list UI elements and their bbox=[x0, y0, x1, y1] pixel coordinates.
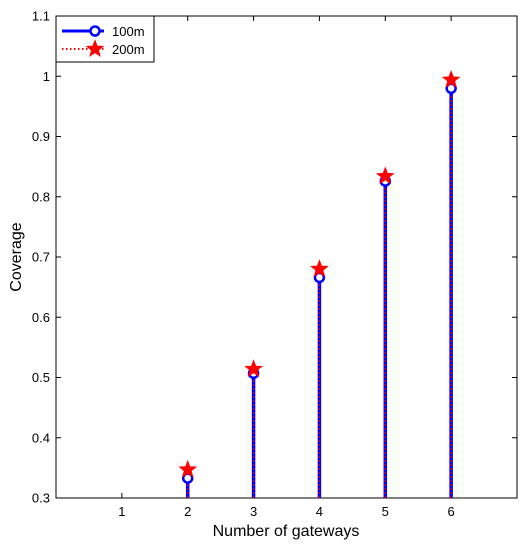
y-tick-label: 0.7 bbox=[32, 250, 50, 265]
x-axis-title: Number of gateways bbox=[213, 523, 360, 540]
y-tick-label: 0.6 bbox=[32, 310, 50, 325]
y-tick-label: 0.8 bbox=[32, 189, 50, 204]
y-tick-label: 0.4 bbox=[32, 430, 50, 445]
legend: 100m 200m bbox=[55, 15, 155, 63]
marker-200m bbox=[178, 459, 198, 478]
x-tick-label: 1 bbox=[118, 504, 125, 519]
y-tick-label: 1.1 bbox=[32, 9, 50, 24]
y-tick-label: 1 bbox=[43, 69, 50, 84]
x-tick-label: 2 bbox=[184, 504, 191, 519]
x-tick-label: 3 bbox=[250, 504, 257, 519]
marker-200m bbox=[375, 166, 395, 185]
legend-marker-200m bbox=[85, 39, 105, 57]
marker-200m bbox=[310, 259, 329, 278]
plot-area bbox=[55, 15, 518, 499]
legend-marker-100m bbox=[89, 25, 101, 37]
y-axis-ticks: 0.3 0.4 0.5 0.6 0.7 0.8 0.9 1 1.1 bbox=[32, 9, 517, 506]
legend-label-100m: 100m bbox=[112, 24, 145, 39]
marker-200m bbox=[441, 70, 461, 88]
y-tick-label: 0.3 bbox=[32, 491, 50, 506]
x-tick-label: 4 bbox=[316, 504, 323, 519]
marker-200m bbox=[244, 359, 263, 378]
y-tick-label: 0.5 bbox=[32, 370, 50, 385]
stem-series bbox=[178, 70, 461, 498]
y-tick-label: 0.9 bbox=[32, 129, 50, 144]
legend-label-200m: 200m bbox=[112, 42, 145, 57]
y-axis-title: Coverage bbox=[8, 222, 25, 291]
legend-box bbox=[55, 15, 155, 63]
x-tick-label: 5 bbox=[382, 504, 389, 519]
x-tick-label: 6 bbox=[448, 504, 455, 519]
